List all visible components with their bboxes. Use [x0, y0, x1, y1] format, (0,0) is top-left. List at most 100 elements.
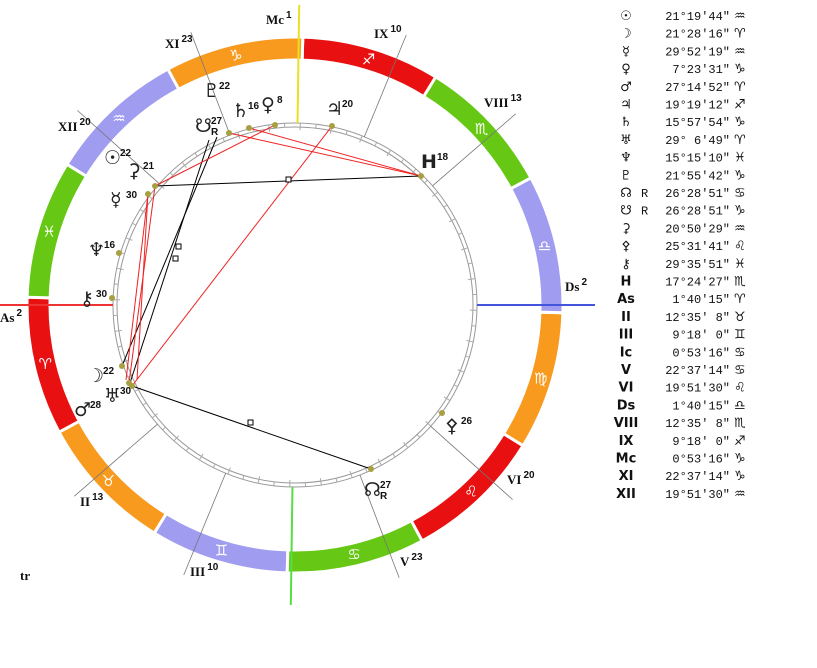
table-glyph: ♅: [620, 133, 632, 148]
degree-tick: [151, 413, 159, 419]
table-position: 21°28'16": [665, 28, 730, 42]
degree-tick: [148, 195, 153, 200]
table-glyph: V: [621, 363, 631, 378]
table-position: 1°40'15": [665, 399, 730, 413]
degree-tick: [194, 152, 198, 157]
table-glyph: ☽: [620, 27, 632, 42]
table-glyph: ⚳: [621, 221, 631, 236]
degree-tick: [386, 149, 391, 157]
planet-glyph: ⚷: [80, 288, 94, 310]
planet-dot: [329, 123, 335, 129]
house-cusp: [77, 110, 160, 184]
table-sign: ♒: [734, 44, 746, 59]
house-degree: 10: [207, 562, 219, 573]
table-position: 19°19'12": [665, 99, 730, 113]
table-position: 19°51'30": [665, 488, 730, 502]
degree-tick: [457, 369, 465, 373]
planet-degree: 18: [437, 152, 449, 163]
degree-tick: [374, 142, 378, 147]
table-glyph: VI: [619, 381, 634, 396]
degree-tick: [448, 218, 456, 223]
planet-degree: 30: [120, 386, 132, 397]
house-name: III: [190, 564, 205, 579]
table-glyph: ☿: [622, 44, 630, 59]
table-sign: ♑: [734, 115, 746, 130]
table-glyph: II: [621, 310, 631, 325]
planet-dot: [145, 191, 151, 197]
planet-glyph: ♇: [203, 80, 220, 102]
planet-dot: [109, 295, 115, 301]
table-position: 27°14'52": [665, 81, 730, 95]
house-degree: 20: [80, 117, 92, 128]
degree-tick: [181, 161, 187, 169]
planet-glyph: ⚴: [445, 415, 459, 437]
house-label: VIII 13: [484, 93, 522, 110]
planet-glyph: ⚳: [127, 160, 141, 182]
table-sign: ♌: [734, 239, 746, 254]
table-sign: ♑: [734, 469, 746, 484]
planet-dot: [246, 125, 252, 131]
house-cusp: [432, 113, 516, 187]
table-position: 26°28'51": [665, 205, 730, 219]
table-glyph: ♂: [620, 80, 632, 95]
planet-glyph: ☋: [195, 115, 212, 137]
table-sign: ♒: [734, 221, 746, 236]
house-name: XII: [58, 119, 78, 134]
zodiac-sign: ♍: [534, 370, 547, 388]
degree-tick: [212, 463, 216, 468]
house-cusp: [74, 423, 158, 497]
table-sign: ♑: [734, 452, 746, 467]
table-retro: R: [641, 205, 648, 219]
zodiac-sign: ♋: [347, 546, 360, 564]
degree-tick: [173, 435, 180, 442]
degree-tick: [199, 453, 204, 461]
table-glyph: ⚷: [621, 257, 631, 272]
planet-glyph: H: [421, 151, 437, 173]
axis-line: [289, 486, 294, 605]
zodiac-sign: ♓: [43, 222, 56, 240]
degree-tick: [117, 345, 122, 348]
inner-circle: [116, 126, 474, 484]
planet-degree: 30: [96, 289, 108, 300]
house-degree: 13: [92, 492, 104, 503]
house-degree: 10: [390, 24, 402, 35]
degree-tick: [252, 127, 255, 132]
table-sign: ♈: [734, 27, 746, 42]
axis-line: [296, 5, 301, 124]
table-position: 26°28'51": [665, 187, 730, 201]
house-name: Ds: [565, 279, 579, 294]
zodiac-segment: [508, 175, 565, 315]
planet-dot: [152, 183, 158, 189]
table-glyph: ♆: [620, 151, 632, 166]
table-sign: ♋: [734, 363, 746, 378]
house-name: IX: [374, 26, 389, 41]
house-degree: 23: [411, 552, 423, 563]
house-degree: 20: [523, 470, 535, 481]
house-name: V: [400, 554, 410, 569]
planet-dot: [119, 363, 125, 369]
zodiac-sign: ♌: [464, 483, 477, 501]
degree-tick: [425, 420, 432, 427]
degree-tick: [242, 475, 245, 480]
house-label: XI 23: [165, 34, 193, 51]
table-sign: ♏: [734, 416, 746, 431]
planet-retro: R: [211, 127, 219, 138]
planet-glyph: ♅: [104, 385, 121, 407]
zodiac-sign: ♏: [475, 120, 489, 138]
degree-tick: [222, 137, 225, 142]
degree-tick: [468, 262, 473, 265]
degree-tick: [169, 172, 174, 176]
zodiac-segment: [25, 295, 82, 435]
table-position: 7°23'31": [665, 63, 730, 77]
table-glyph: VIII: [614, 416, 639, 431]
wheel: ♈ ♉ ♊ ♋ ♌ ♍ ♎ ♏ ♐ ♑ ♒ ♓: [0, 5, 595, 605]
table-glyph: Ic: [620, 345, 633, 360]
planet-degree: 22: [120, 148, 132, 159]
degree-tick: [460, 247, 468, 251]
table-sign: ♈: [734, 133, 746, 148]
house-cusp: [363, 34, 407, 137]
table-position: 12°35' 8": [665, 417, 730, 431]
table-position: 0°53'16": [665, 453, 730, 467]
degree-tick: [142, 402, 147, 406]
